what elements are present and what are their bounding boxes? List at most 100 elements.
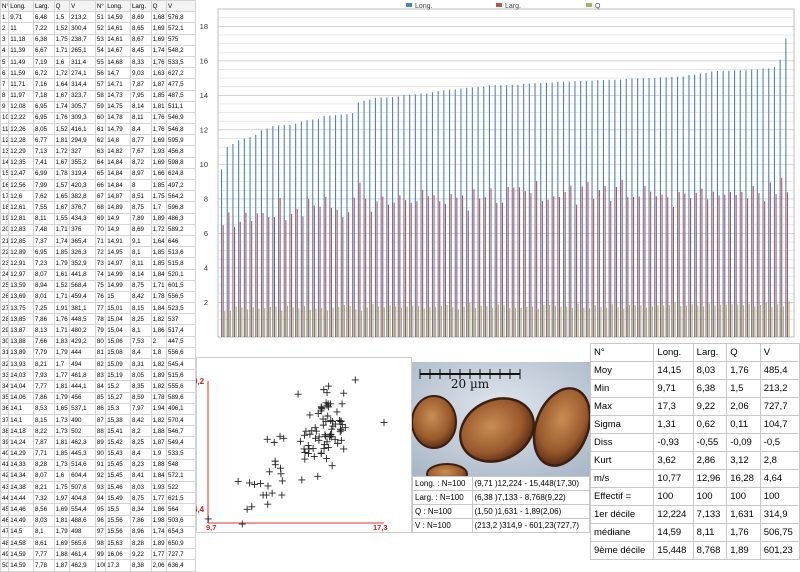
table-cell: 8,03 [33,514,55,527]
bar-long [226,147,228,337]
table-cell: 14,18 [8,425,34,438]
scatter-point [317,449,325,457]
table-cell: 14,61 [105,33,131,46]
table-cell: 8,1 [129,246,152,259]
scatter-point [328,462,336,470]
bar-q [611,304,613,337]
range-value: (6,38 )7,133 - 8,768(9,22) [471,490,591,505]
scatter-point [323,438,331,446]
table-cell: 1,88 [150,425,168,438]
table-cell: 8,77 [129,134,152,147]
table-cell: 533,5 [166,55,196,69]
bar-long [677,76,679,338]
bar-larg [638,196,640,337]
table-cell: 15 [0,167,10,181]
bar-q [742,305,744,337]
table-row: 42 14,34 8,07 1,6 604,4 92 15,45 8,41 1,84 572,1 [0,469,196,483]
table-cell: 7,86 [129,514,152,527]
table-cell: 646 [166,234,196,248]
table-cell: 477,5 [166,78,196,91]
stats-label: 1er décile [589,505,655,524]
table-row: 20 12,83 7,48 1,71 376 70 14,9 8,69 1,72 589,2 [0,223,196,236]
table-cell: 7,71 [33,447,55,460]
table-row: 6 11,59 6,72 1,72 274,1 56 14,7 9,03 1,63 627,2 [0,67,196,80]
table-cell: 9,71 [8,11,34,24]
bar-larg [416,201,418,337]
table-cell: 1,7 [53,357,71,371]
column-header: Long. [8,0,34,13]
bar-q [423,308,425,337]
bar-long [511,84,513,337]
scatter-point [276,432,284,440]
table-cell: 8,05 [129,369,152,382]
table-cell: 517,4 [166,324,196,337]
bar-larg [718,195,720,337]
bar-larg [462,195,464,337]
bar-q [748,303,750,337]
table-cell: 99 [94,548,107,561]
table-cell: 1,89 [150,369,168,382]
bar-long [534,83,536,337]
table-cell: 14,7 [105,67,131,80]
bar-larg [564,191,566,337]
y-tick-label: 6 [204,229,208,238]
table-cell: 533,5 [166,447,196,460]
table-cell: 8,59 [129,391,152,404]
bar-larg [581,186,583,337]
table-cell: 79 [94,324,107,337]
bar-long [454,89,456,337]
table-cell: 40 [0,447,10,460]
bar-q [457,309,459,337]
bar-long [260,130,262,337]
table-cell: 314,4 [69,78,96,91]
bar-long [300,121,302,337]
table-row: 1 9,71 6,48 1,5 213,2 51 14,59 8,69 1,68 576,8 [0,11,196,24]
spore-bottom [426,463,468,476]
bar-long [483,86,485,338]
table-cell: 5 [0,55,10,69]
y-tick-label: 10 [200,160,208,169]
bar-long [625,78,627,338]
column-header: Q [150,0,168,13]
scatter-point [338,421,346,429]
table-cell: 8,35 [129,380,152,393]
bar-q [418,306,420,337]
table-cell: 1,76 [150,55,168,69]
bar-q [720,304,722,337]
scatter-point [323,455,331,463]
bar-long [449,89,451,337]
bar-long [380,97,382,337]
bar-q [708,303,710,337]
table-cell: 13,85 [8,313,34,326]
table-cell: 8,41 [129,469,152,483]
table-cell: 78 [94,313,107,326]
scatter-point [264,500,272,508]
table-row: 9 12,08 6,95 1,74 305,7 59 14,75 8,14 1,81 511,1 [0,100,196,113]
legend-swatch [496,3,502,7]
stats-value: 3,62 [653,451,694,470]
table-row: 3 11,18 6,38 1,75 238,7 53 14,61 8,67 1,69 575 [0,33,196,46]
table-cell: 15,19 [105,369,131,382]
table-cell: 7,18 [33,89,55,102]
bar-larg [222,225,224,337]
table-row: 43 14,38 8,21 1,75 507,6 93 15,46 8,03 1,93 522 [0,481,196,494]
table-cell: 1,81 [53,134,71,147]
table-cell: 7,67 [129,145,152,158]
table-cell: 8,75 [129,279,152,292]
table-cell: 14,99 [105,279,131,292]
bar-larg [291,213,293,337]
column-header: Q [53,0,71,13]
table-cell: 14,9 [105,223,131,236]
table-cell: 15,01 [105,302,131,315]
bar-long [437,91,439,337]
bar-long [352,113,354,338]
scatter-point [380,419,388,427]
table-cell: 91 [94,458,107,471]
stats-column-header: Larg. [692,343,728,362]
table-cell: 23 [0,257,10,270]
table-cell: 480,2 [69,324,96,337]
table-cell: 496,1 [166,402,196,415]
bar-larg [359,182,361,337]
bar-q [623,308,625,337]
